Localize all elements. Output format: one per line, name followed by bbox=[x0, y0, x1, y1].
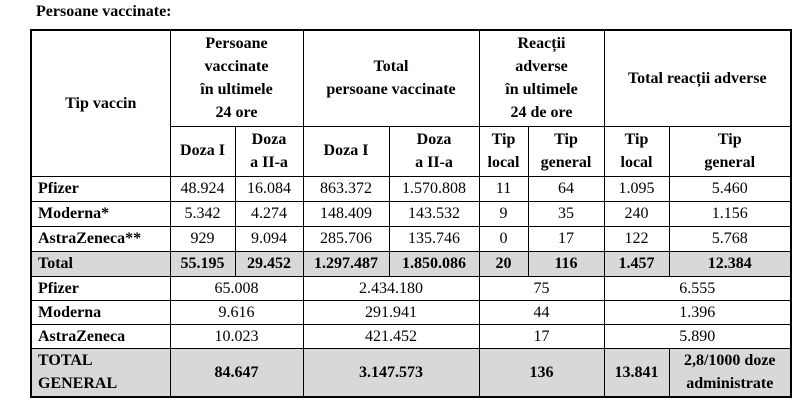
header-tip-local-total: Tip local bbox=[603, 125, 670, 177]
vaccine-name: AstraZeneca** bbox=[30, 225, 171, 252]
moderna-general-24h: 35 bbox=[527, 200, 605, 227]
grand-total-vaccinated-24h: 84.647 bbox=[169, 348, 304, 398]
moderna-doza1-total: 148.409 bbox=[302, 200, 390, 227]
pfizer-vaccinated-total: 2.434.180 bbox=[302, 275, 480, 301]
grand-total-adverse-general: 2,8/1000 doze administrate bbox=[668, 348, 792, 398]
table-row-pfizer-summary: Pfizer 65.008 2.434.180 75 6.555 bbox=[30, 275, 792, 301]
header-tip-general-24h: Tip general bbox=[527, 125, 605, 177]
total-doza1-24h: 55.195 bbox=[169, 250, 236, 277]
header-doza2-total: Doza a II-a bbox=[388, 125, 480, 177]
pfizer-adverse-total: 6.555 bbox=[603, 275, 792, 301]
astrazeneca-local-24h: 0 bbox=[478, 225, 529, 252]
total-local-total: 1.457 bbox=[603, 250, 670, 277]
moderna-general-total: 1.156 bbox=[668, 200, 792, 227]
table-row-moderna-summary: Moderna 9.616 291.941 44 1.396 bbox=[30, 299, 792, 325]
header-tip-general-total: Tip general bbox=[668, 125, 792, 177]
vaccine-name: Moderna* bbox=[30, 200, 171, 227]
header-group-adverse-total: Total reacții adverse bbox=[603, 29, 792, 127]
total-doza1-total: 1.297.487 bbox=[302, 250, 390, 277]
moderna-local-total: 240 bbox=[603, 200, 670, 227]
vaccine-name: AstraZeneca bbox=[30, 323, 171, 350]
grand-total-label: TOTAL GENERAL bbox=[30, 348, 171, 398]
header-tip-vaccin: Tip vaccin bbox=[30, 29, 171, 177]
astrazeneca-vaccinated-total: 421.452 bbox=[302, 323, 480, 350]
vaccine-name: Pfizer bbox=[30, 175, 171, 202]
astrazeneca-adverse-total: 5.890 bbox=[603, 323, 792, 350]
astrazeneca-local-total: 122 bbox=[603, 225, 670, 252]
page-title: Persoane vaccinate: bbox=[36, 3, 172, 20]
total-local-24h: 20 bbox=[478, 250, 529, 277]
moderna-vaccinated-total: 291.941 bbox=[302, 299, 480, 325]
pfizer-doza2-total: 1.570.808 bbox=[388, 175, 480, 202]
total-general-24h: 116 bbox=[527, 250, 605, 277]
total-doza2-total: 1.850.086 bbox=[388, 250, 480, 277]
total-label: Total bbox=[30, 250, 171, 277]
table-row-astrazeneca-summary: AstraZeneca 10.023 421.452 17 5.890 bbox=[30, 323, 792, 350]
grand-total-adverse-24h: 136 bbox=[478, 348, 605, 398]
table-row-grand-total: TOTAL GENERAL 84.647 3.147.573 136 13.84… bbox=[30, 348, 792, 398]
table-row-astrazeneca-detail: AstraZeneca** 929 9.094 285.706 135.746 … bbox=[30, 225, 792, 252]
pfizer-doza1-total: 863.372 bbox=[302, 175, 390, 202]
moderna-vaccinated-24h: 9.616 bbox=[169, 299, 304, 325]
astrazeneca-doza1-24h: 929 bbox=[169, 225, 236, 252]
moderna-doza1-24h: 5.342 bbox=[169, 200, 236, 227]
header-group-vaccinated-24h: Persoane vaccinate în ultimele 24 ore bbox=[169, 29, 304, 127]
table-row-moderna-detail: Moderna* 5.342 4.274 148.409 143.532 9 3… bbox=[30, 200, 792, 227]
pfizer-general-24h: 64 bbox=[527, 175, 605, 202]
grand-total-vaccinated-total: 3.147.573 bbox=[302, 348, 480, 398]
pfizer-vaccinated-24h: 65.008 bbox=[169, 275, 304, 301]
table-header-sub-row: Doza I Doza a II-a Doza I Doza a II-a Ti… bbox=[31, 125, 792, 177]
moderna-local-24h: 9 bbox=[478, 200, 529, 227]
vaccination-table: Tip vaccin Persoane vaccinate în ultimel… bbox=[30, 29, 793, 398]
pfizer-general-total: 5.460 bbox=[668, 175, 792, 202]
vaccine-name: Moderna bbox=[30, 299, 171, 325]
table-row-total: Total 55.195 29.452 1.297.487 1.850.086 … bbox=[30, 250, 792, 277]
pfizer-doza1-24h: 48.924 bbox=[169, 175, 236, 202]
header-group-vaccinated-total: Total persoane vaccinate bbox=[302, 29, 480, 127]
total-doza2-24h: 29.452 bbox=[234, 250, 304, 277]
header-doza2-24h: Doza a II-a bbox=[234, 125, 304, 177]
pfizer-adverse-24h: 75 bbox=[478, 275, 605, 301]
astrazeneca-general-total: 5.768 bbox=[668, 225, 792, 252]
header-doza1-total: Doza I bbox=[302, 125, 390, 177]
header-doza1-24h: Doza I bbox=[169, 125, 236, 177]
astrazeneca-doza2-total: 135.746 bbox=[388, 225, 480, 252]
moderna-doza2-total: 143.532 bbox=[388, 200, 480, 227]
header-tip-local-24h: Tip local bbox=[478, 125, 529, 177]
pfizer-local-24h: 11 bbox=[478, 175, 529, 202]
grand-total-adverse-local: 13.841 bbox=[603, 348, 670, 398]
astrazeneca-general-24h: 17 bbox=[527, 225, 605, 252]
astrazeneca-vaccinated-24h: 10.023 bbox=[169, 323, 304, 350]
moderna-adverse-total: 1.396 bbox=[603, 299, 792, 325]
pfizer-local-total: 1.095 bbox=[603, 175, 670, 202]
table-row-pfizer-detail: Pfizer 48.924 16.084 863.372 1.570.808 1… bbox=[30, 175, 792, 202]
astrazeneca-adverse-24h: 17 bbox=[478, 323, 605, 350]
moderna-adverse-24h: 44 bbox=[478, 299, 605, 325]
moderna-doza2-24h: 4.274 bbox=[234, 200, 304, 227]
table-header-group-row: Tip vaccin Persoane vaccinate în ultimel… bbox=[30, 29, 792, 177]
astrazeneca-doza1-total: 285.706 bbox=[302, 225, 390, 252]
astrazeneca-doza2-24h: 9.094 bbox=[234, 225, 304, 252]
total-general-total: 12.384 bbox=[668, 250, 792, 277]
vaccine-name: Pfizer bbox=[30, 275, 171, 301]
pfizer-doza2-24h: 16.084 bbox=[234, 175, 304, 202]
header-group-adverse-24h: Reacții adverse în ultimele 24 de ore bbox=[478, 29, 605, 127]
